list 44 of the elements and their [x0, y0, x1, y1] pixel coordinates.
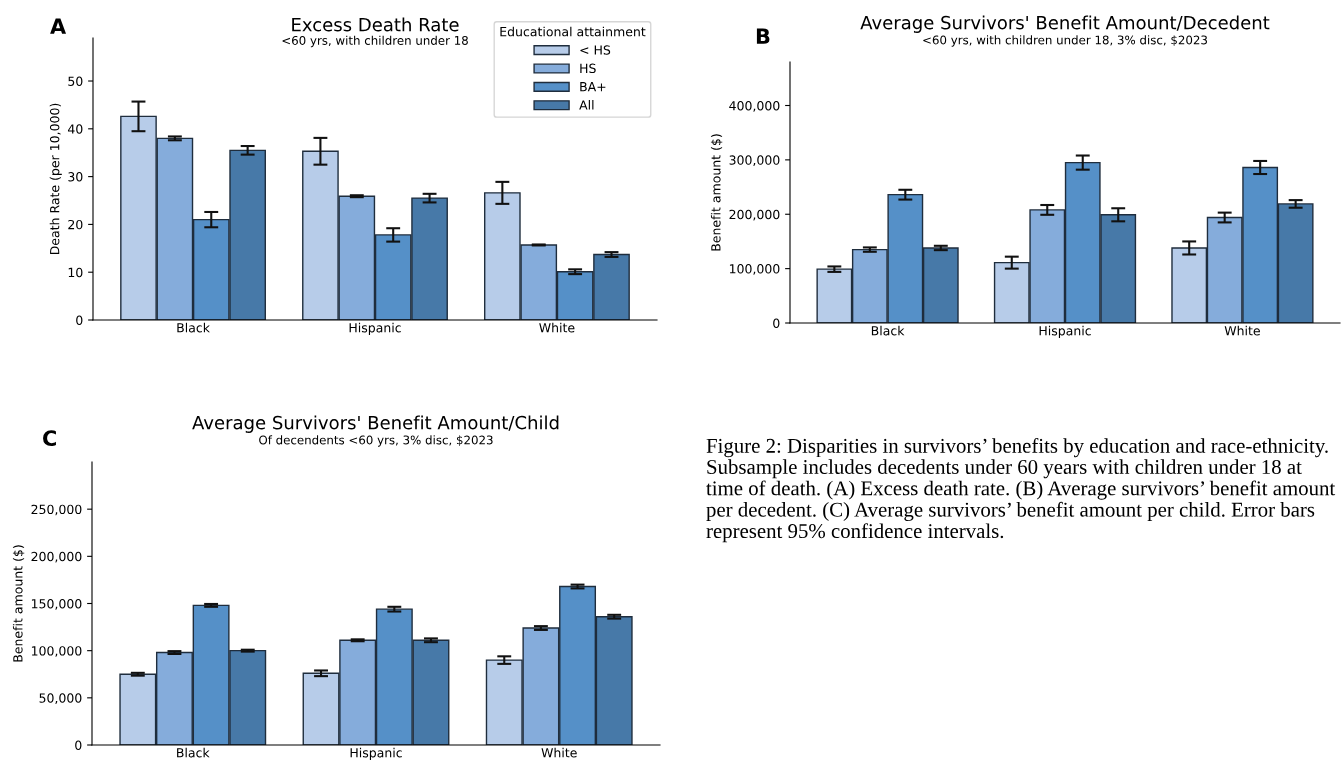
- legend-title: Educational attainment: [500, 26, 646, 37]
- legend-label: All: [579, 100, 594, 110]
- caption: Figure 2: Disparities in survivors’ benefits by education and race-ethnicity. Subsample includes decedents under 60 years with children under 18 at time of death. (A) Excess death rate. (B) Average survivors’ benefit amount per decedent. (C) Average survivors’ benefit amount per child. Error bars represent 95% confidence intervals.: [706, 438, 1336, 543]
- y-tick-label: 30: [68, 172, 83, 182]
- y-axis-title: Benefit amount ($): [12, 545, 25, 662]
- y-tick-label: 0: [76, 315, 83, 325]
- text: B: [756, 28, 770, 44]
- y-tick-label: 50: [68, 76, 83, 86]
- y-tick-label: 0: [75, 740, 82, 750]
- legend-label: HS: [580, 63, 596, 74]
- chart-subtitle: Of decendents <60 yrs, 3% disc, $2023: [259, 435, 493, 447]
- y-tick-label: 400,000: [729, 100, 780, 112]
- legend-label: BA+: [580, 82, 606, 92]
- x-tick-label: Hispanic: [349, 322, 401, 335]
- x-tick-label: Black: [871, 325, 905, 336]
- y-tick-label: 10: [68, 267, 83, 278]
- y-tick-label: 20: [68, 219, 83, 230]
- y-tick-label: 250,000: [31, 504, 82, 516]
- text: C: [43, 430, 56, 447]
- y-tick-label: 200,000: [729, 209, 780, 221]
- y-tick-label: 40: [67, 124, 83, 134]
- x-tick-label: White: [541, 747, 577, 758]
- chart-subtitle: <60 yrs, with children under 18: [282, 35, 468, 48]
- y-tick-label: 100,000: [729, 264, 780, 275]
- x-tick-label: White: [1224, 325, 1260, 336]
- x-tick-label: Black: [177, 747, 210, 758]
- legend-label: < HS: [580, 45, 611, 55]
- chart-title: Average Survivors' Benefit Amount/Decedent: [860, 15, 1270, 33]
- y-tick-label: 100,000: [31, 646, 82, 657]
- x-tick-label: White: [539, 322, 575, 333]
- chart-title: Excess Death Rate: [292, 17, 459, 32]
- y-tick-label: 0: [773, 318, 780, 328]
- y-tick-label: 150,000: [31, 598, 82, 610]
- x-tick-label: Black: [177, 322, 210, 333]
- x-tick-label: Hispanic: [350, 747, 402, 760]
- x-tick-label: Hispanic: [1039, 325, 1091, 338]
- y-axis-title: Benefit amount ($): [710, 134, 723, 251]
- y-tick-label: 300,000: [729, 155, 780, 167]
- y-tick-label: 50,000: [39, 693, 82, 705]
- y-tick-label: 200,000: [31, 551, 82, 563]
- y-axis-title: Death Rate (per 10,000): [49, 103, 62, 255]
- chart-subtitle: <60 yrs, with children under 18, 3% disc, $2023: [923, 35, 1207, 47]
- chart-title: Average Survivors' Benefit Amount/Child: [192, 415, 559, 433]
- text: A: [50, 18, 67, 34]
